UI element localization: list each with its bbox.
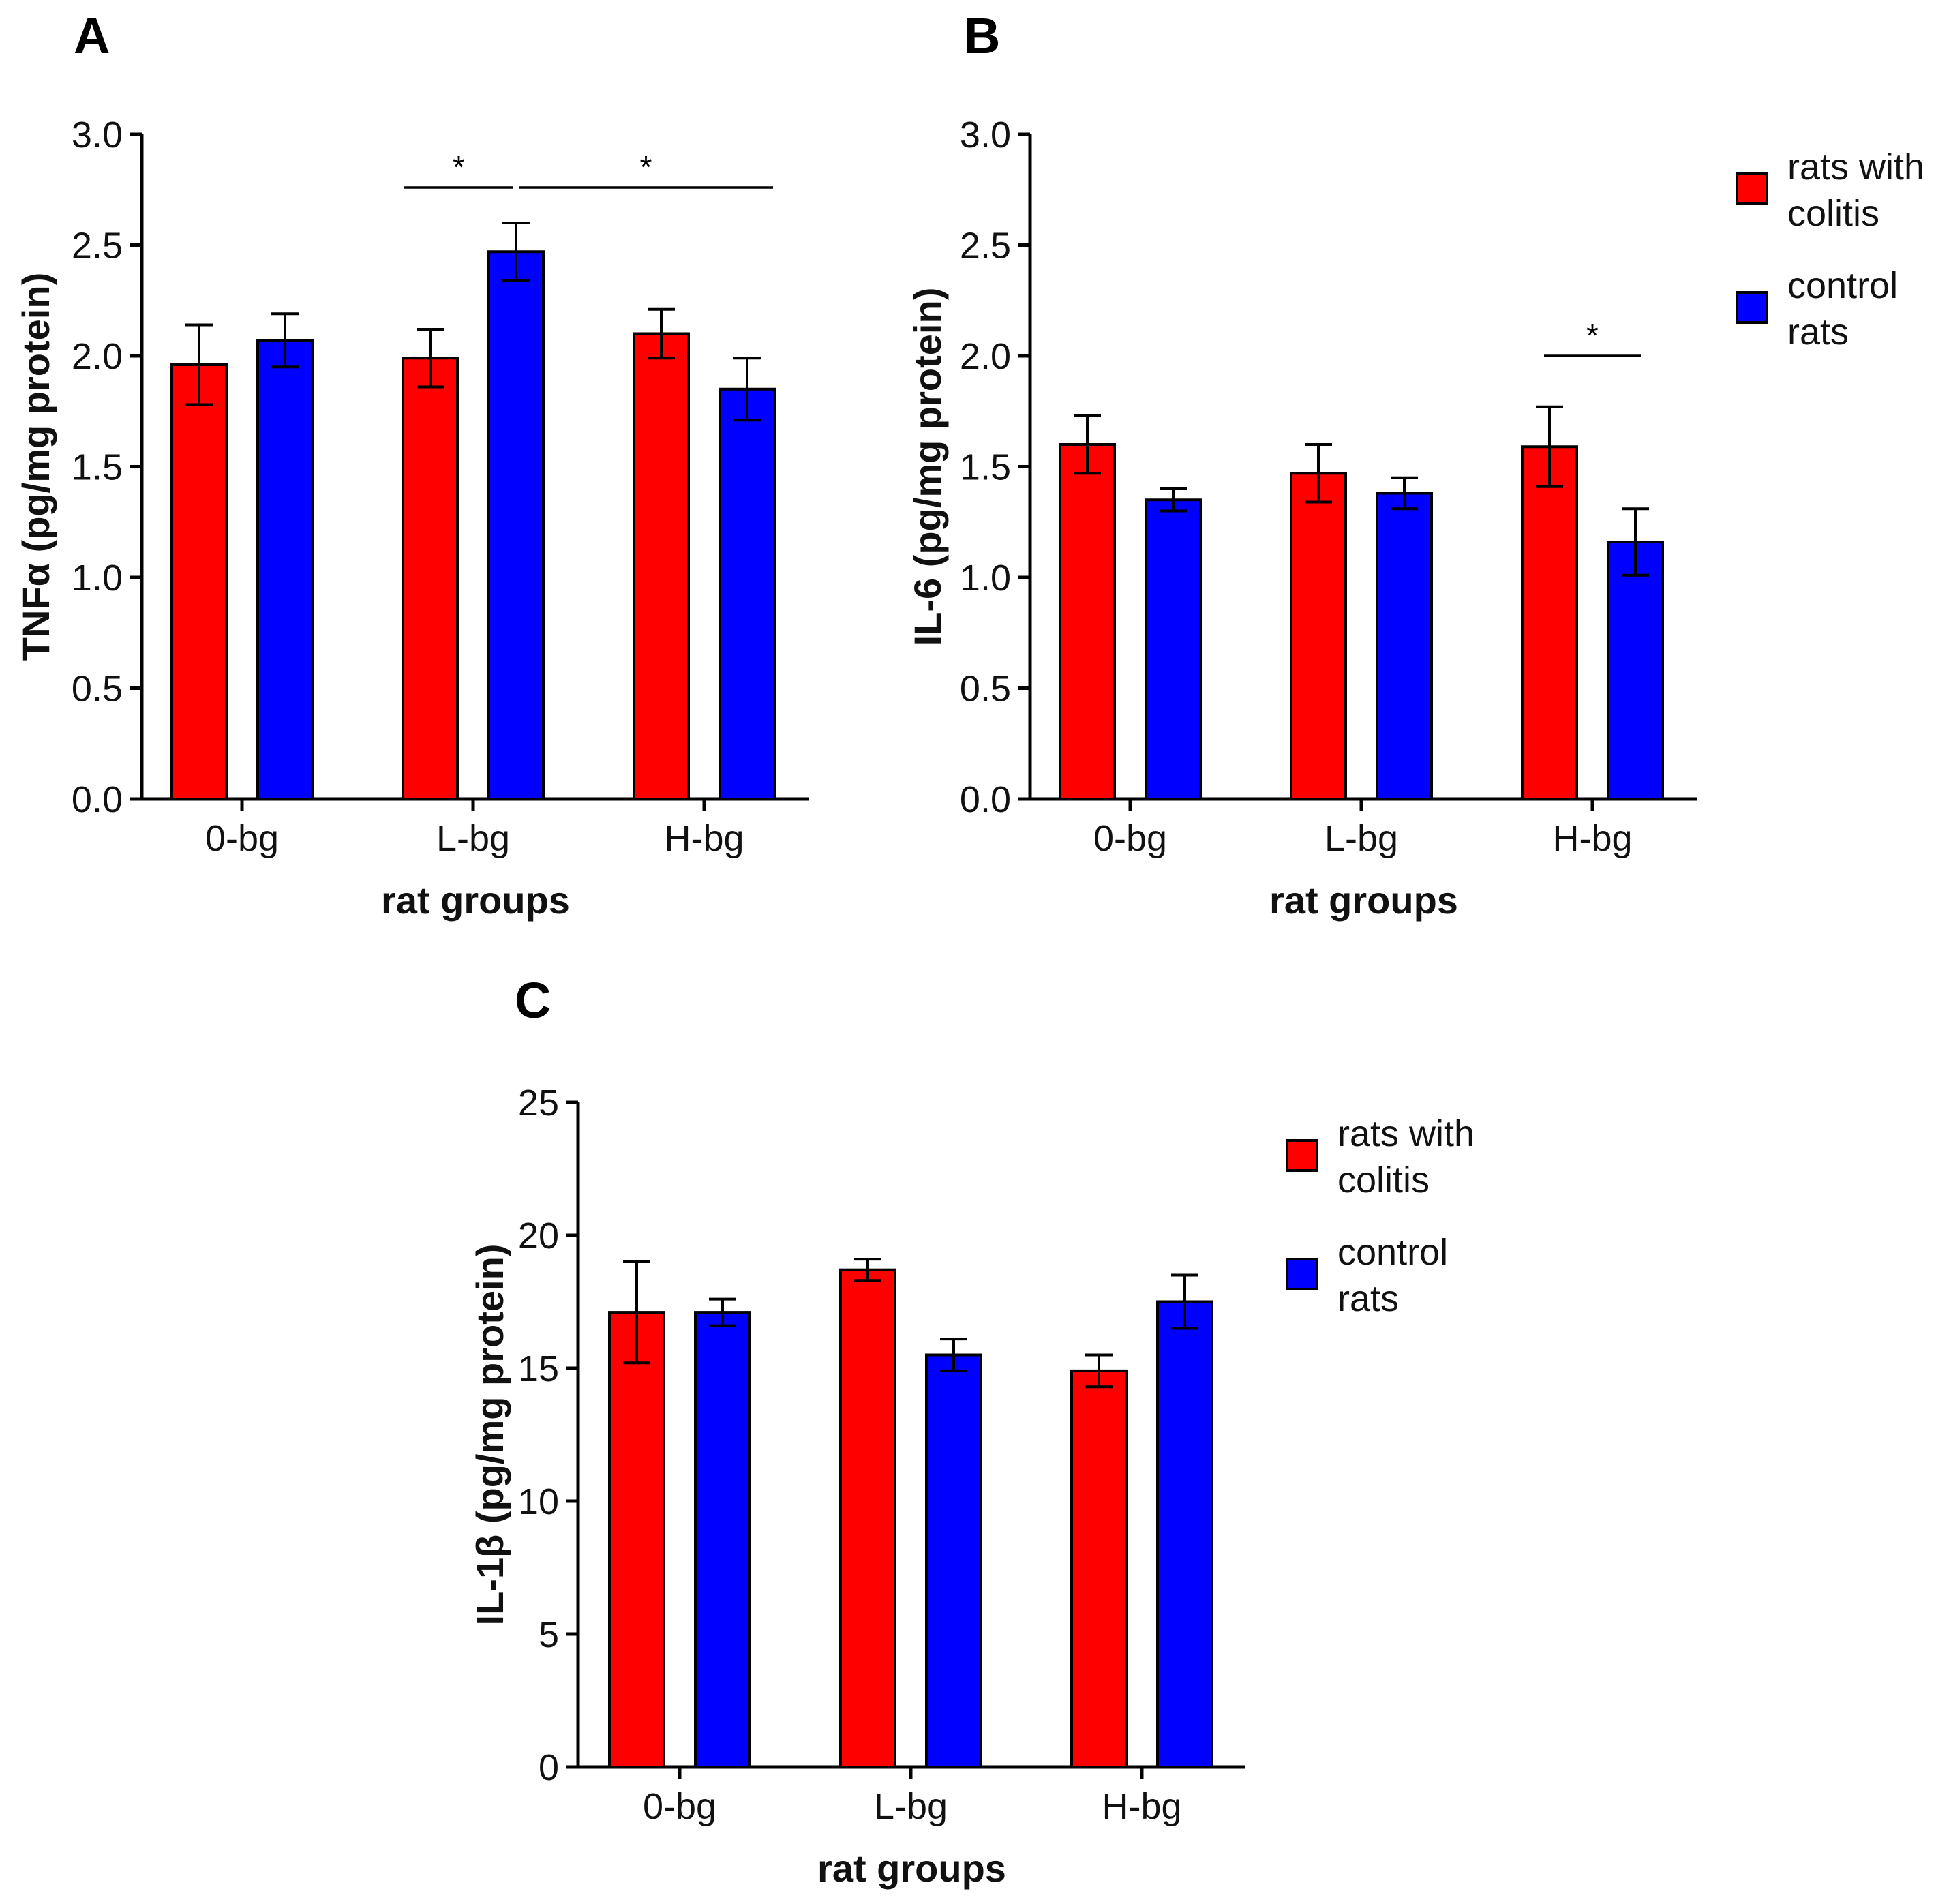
bar-h-bg-control	[719, 387, 776, 800]
error-bar	[733, 357, 761, 422]
legend-label: rats with	[1787, 147, 1924, 187]
x-tick-label: L-bg	[436, 818, 510, 859]
significance-star: *	[640, 149, 652, 185]
x-axis-title: rat groups	[817, 1847, 1006, 1890]
significance-star: *	[453, 149, 465, 185]
legend-swatch	[1286, 1258, 1318, 1290]
bar-0-bg-colitis	[1059, 443, 1116, 800]
panel-letter: A	[74, 7, 110, 64]
y-tick-label: 2.5	[960, 226, 1011, 267]
bar-l-bg-control	[925, 1353, 982, 1768]
bar-0-bg-control	[1145, 498, 1202, 800]
y-tick-label: 1.5	[72, 447, 123, 488]
x-tick-label: 0-bg	[205, 818, 279, 859]
y-tick-label: 0.5	[960, 669, 1011, 710]
panel-a: A 0.0 0.5 1.0 1.5 2.0 2.5 3.0 0-bg L-bg H-bg * * TNFα…	[14, 7, 809, 922]
error-bar	[417, 328, 444, 389]
y-tick-label: 3.0	[960, 115, 1011, 155]
y-tick-label: 3.0	[72, 115, 123, 155]
bar-0-bg-control	[256, 339, 314, 800]
error-bar	[854, 1258, 881, 1282]
legend-label: rats	[1787, 312, 1849, 352]
y-tick-label: 2.0	[72, 336, 123, 377]
legend: rats with colitis control rats	[1286, 1113, 1474, 1319]
x-axis-title: rat groups	[381, 879, 570, 922]
bar-0-bg-colitis	[170, 363, 228, 800]
bar-0-bg-control	[694, 1311, 751, 1768]
x-tick-label: 0-bg	[1093, 818, 1167, 859]
y-tick-label: 1.0	[960, 558, 1011, 599]
y-tick-label: 5	[539, 1614, 559, 1655]
bar-h-bg-colitis	[1070, 1369, 1128, 1768]
significance-star: *	[1586, 318, 1599, 353]
bar-h-bg-colitis	[1521, 445, 1578, 800]
panel-c: C 0 5 10 15 20 25 0-bg L-bg H-bg IL-1β (pg/mg prot…	[468, 972, 1474, 1890]
error-bar	[709, 1297, 736, 1327]
legend-label: colitis	[1337, 1160, 1430, 1200]
bar-0-bg-colitis	[608, 1311, 665, 1768]
bar-l-bg-colitis	[402, 357, 459, 800]
legend-label: control	[1787, 265, 1898, 306]
legend-label: rats	[1337, 1278, 1399, 1319]
error-bar	[1074, 414, 1101, 475]
y-tick-label: 25	[518, 1083, 559, 1123]
error-bar	[1171, 1273, 1198, 1330]
bar-l-bg-colitis	[839, 1268, 896, 1768]
error-bar	[185, 323, 213, 406]
y-axis-title: IL-1β (pg/mg protein)	[468, 1244, 511, 1626]
error-bar	[1536, 405, 1563, 488]
legend-swatch	[1736, 291, 1768, 324]
y-tick-label: 2.0	[960, 336, 1011, 377]
error-bar	[1391, 476, 1418, 511]
error-bar	[648, 307, 675, 360]
error-bar	[1085, 1353, 1113, 1389]
error-bar	[1305, 443, 1332, 504]
y-tick-label: 1.0	[72, 558, 123, 599]
error-bar	[940, 1338, 967, 1372]
panel-b: B 0.0 0.5 1.0 1.5 2.0 2.5 3.0 0-bg L-bg H-bg * IL-6 …	[906, 7, 1924, 922]
y-tick-label: 15	[518, 1348, 559, 1389]
legend-label: rats with	[1337, 1113, 1474, 1154]
legend-label: control	[1337, 1232, 1448, 1273]
y-tick-label: 0	[539, 1747, 559, 1788]
x-tick-label: H-bg	[1552, 818, 1632, 859]
y-tick-label: 20	[518, 1215, 559, 1256]
bar-h-bg-control	[1607, 541, 1664, 800]
bar-l-bg-control	[1376, 492, 1433, 800]
bar-l-bg-control	[487, 250, 545, 800]
y-axis-title: IL-6 (pg/mg protein)	[906, 288, 949, 646]
x-tick-label: 0-bg	[643, 1786, 716, 1827]
legend: rats with colitis control rats	[1736, 147, 1924, 352]
error-bar	[623, 1260, 650, 1365]
legend-swatch	[1736, 172, 1768, 205]
y-tick-label: 1.5	[960, 447, 1011, 488]
bar-h-bg-colitis	[633, 332, 690, 800]
bar-l-bg-colitis	[1290, 472, 1347, 800]
x-tick-label: H-bg	[1102, 1786, 1181, 1827]
y-tick-label: 0.5	[72, 669, 123, 710]
legend-label: colitis	[1787, 193, 1879, 234]
panel-letter: B	[964, 7, 1000, 64]
legend-swatch	[1286, 1139, 1318, 1172]
error-bar	[271, 312, 299, 369]
error-bar	[1622, 507, 1649, 577]
x-axis-title: rat groups	[1269, 879, 1458, 922]
x-tick-label: H-bg	[664, 818, 744, 859]
y-tick-label: 0.0	[960, 779, 1011, 820]
y-tick-label: 2.5	[72, 226, 123, 267]
x-tick-label: L-bg	[874, 1786, 948, 1827]
y-axis-title: TNFα (pg/mg protein)	[14, 273, 57, 661]
y-tick-label: 0.0	[72, 779, 123, 820]
panel-letter: C	[515, 972, 551, 1029]
error-bar	[502, 222, 530, 282]
y-tick-label: 10	[518, 1481, 559, 1522]
bar-h-bg-control	[1156, 1300, 1213, 1768]
error-bar	[1160, 487, 1187, 513]
x-tick-label: L-bg	[1325, 818, 1398, 859]
